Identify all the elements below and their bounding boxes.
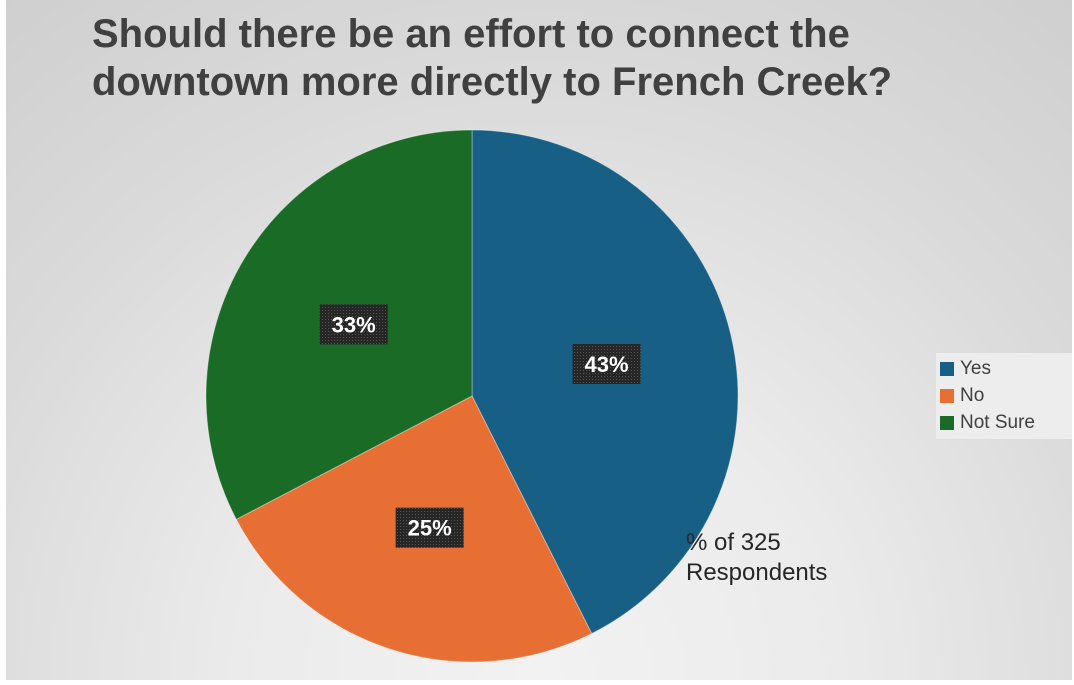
legend-label-no: No: [960, 384, 985, 406]
chart-title: Should there be an effort to connect the…: [92, 10, 992, 106]
data-label-background: [395, 507, 464, 548]
respondents-note: % of 325 Respondents: [686, 528, 827, 588]
chart-area: Should there be an effort to connect the…: [6, 0, 1072, 680]
chart-title-line-2: downtown more directly to French Creek?: [92, 60, 893, 104]
legend-swatch-not-sure: [940, 415, 954, 430]
data-label-text: 33%: [332, 312, 376, 337]
legend-item-not-sure: Not Sure: [936, 409, 1072, 436]
data-label-no: 25%: [395, 507, 464, 548]
legend-item-no: No: [936, 382, 1072, 409]
data-label-text: 43%: [585, 352, 629, 377]
chart-title-line-1: Should there be an effort to connect the: [92, 12, 850, 56]
pie-chart: 43% 25% 33%: [205, 129, 739, 663]
data-label-background: [319, 304, 388, 345]
data-label-text: 25%: [408, 516, 452, 541]
chart-legend: Yes No Not Sure: [936, 353, 1072, 439]
legend-swatch-yes: [940, 361, 954, 376]
legend-label-not-sure: Not Sure: [960, 411, 1035, 433]
legend-label-yes: Yes: [960, 357, 991, 379]
legend-swatch-no: [940, 388, 954, 403]
respondents-note-line-2: Respondents: [686, 559, 828, 586]
data-label-not-sure: 33%: [319, 304, 388, 345]
data-label-yes: 43%: [572, 344, 641, 385]
data-label-background: [572, 344, 641, 385]
respondents-note-line-1: % of 325: [686, 529, 781, 556]
legend-item-yes: Yes: [936, 355, 1072, 382]
